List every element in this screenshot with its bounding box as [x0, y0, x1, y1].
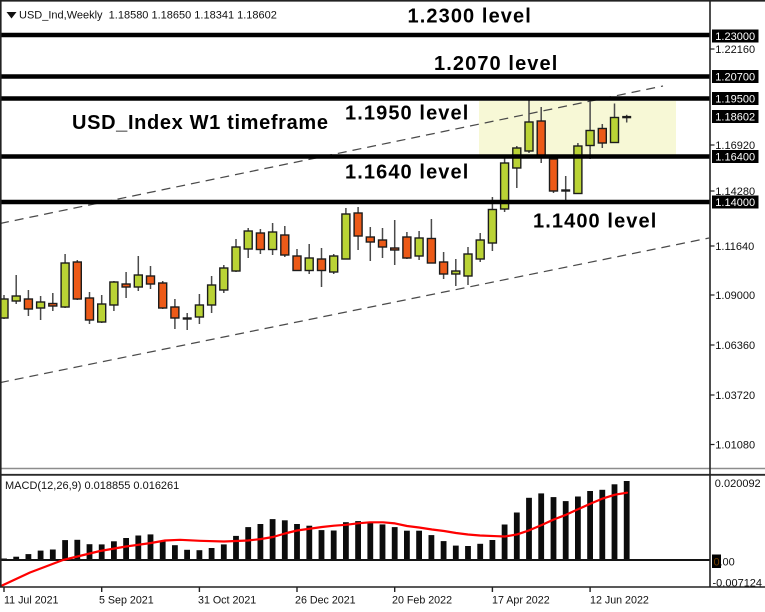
svg-text:-0.007124: -0.007124 — [713, 578, 763, 590]
svg-text:1.11640: 1.11640 — [715, 241, 754, 253]
svg-text:1.16400: 1.16400 — [715, 152, 755, 164]
svg-text:USD_Index W1 timeframe: USD_Index W1 timeframe — [72, 112, 329, 134]
svg-text:1.2300 level: 1.2300 level — [408, 6, 532, 28]
svg-text:1.22160: 1.22160 — [715, 44, 755, 56]
svg-text:26 Dec 2021: 26 Dec 2021 — [295, 595, 356, 607]
svg-text:5 Sep 2021: 5 Sep 2021 — [99, 595, 154, 607]
svg-text:1.1640 level: 1.1640 level — [345, 162, 469, 184]
svg-text:1.01080: 1.01080 — [715, 440, 755, 452]
svg-text:.00: .00 — [720, 557, 735, 569]
svg-text:1.03720: 1.03720 — [715, 390, 755, 402]
svg-text:1.16920: 1.16920 — [715, 140, 755, 152]
svg-text:1.1400 level: 1.1400 level — [533, 211, 657, 233]
svg-text:1.09000: 1.09000 — [715, 290, 755, 302]
svg-text:31 Oct 2021: 31 Oct 2021 — [198, 595, 256, 607]
svg-text:1.06360: 1.06360 — [715, 340, 755, 352]
svg-text:0.020092: 0.020092 — [715, 478, 761, 490]
svg-text:1.20700: 1.20700 — [715, 72, 755, 84]
svg-text:1.14280: 1.14280 — [715, 186, 755, 198]
svg-text:1.19500: 1.19500 — [715, 94, 755, 106]
svg-text:11 Jul 2021: 11 Jul 2021 — [4, 595, 59, 607]
svg-text:20 Feb 2022: 20 Feb 2022 — [392, 595, 452, 607]
svg-text:1.1950 level: 1.1950 level — [345, 103, 469, 125]
svg-text:1.14000: 1.14000 — [715, 197, 755, 209]
svg-text:USD_Ind,Weekly 1.18580 1.1865: USD_Ind,Weekly 1.18580 1.18650 1.18341 1… — [19, 10, 277, 22]
svg-text:1.2070 level: 1.2070 level — [434, 53, 558, 75]
svg-text:0: 0 — [714, 557, 720, 569]
svg-text:17 Apr 2022: 17 Apr 2022 — [492, 595, 550, 607]
svg-text:1.18602: 1.18602 — [715, 112, 755, 124]
svg-text:1.23000: 1.23000 — [715, 31, 755, 43]
svg-text:MACD(12,26,9) 0.018855 0.01626: MACD(12,26,9) 0.018855 0.016261 — [5, 480, 179, 492]
svg-text:12 Jun 2022: 12 Jun 2022 — [590, 595, 649, 607]
